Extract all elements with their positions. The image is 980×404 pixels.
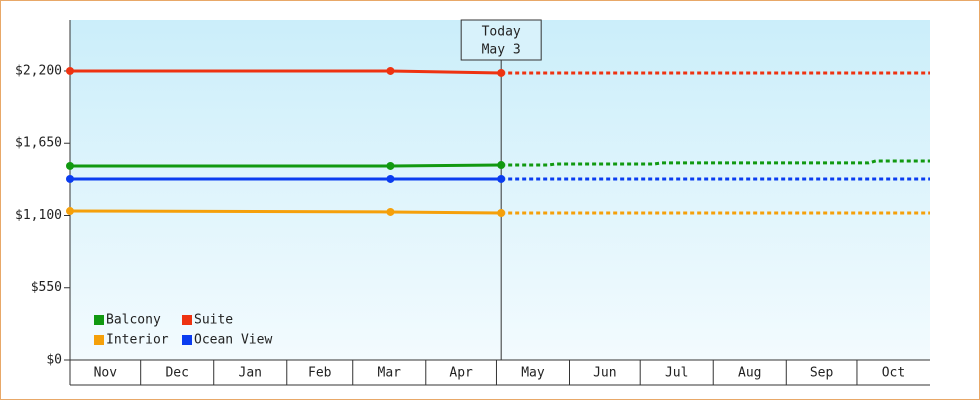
- legend-label: Suite: [194, 313, 233, 328]
- x-tick-label: Jun: [593, 366, 616, 381]
- x-tick-label: Dec: [165, 366, 188, 381]
- x-tick-label: Oct: [882, 366, 905, 381]
- point: [497, 174, 506, 183]
- legend-label: Ocean View: [194, 333, 272, 348]
- x-tick-label: Aug: [738, 366, 761, 381]
- y-tick-label: $1,650: [15, 136, 62, 151]
- point: [386, 174, 395, 183]
- point: [66, 174, 74, 183]
- today-date: May 3: [482, 43, 521, 58]
- point: [497, 161, 506, 170]
- x-tick-label: Mar: [378, 366, 402, 381]
- legend-swatch: [94, 335, 104, 345]
- x-tick-label: Apr: [449, 366, 473, 381]
- x-tick-label: Jan: [239, 366, 262, 381]
- point: [497, 208, 506, 217]
- legend-label: Balcony: [106, 313, 161, 328]
- x-tick-label: Nov: [94, 366, 118, 381]
- legend-swatch: [94, 315, 104, 325]
- x-tick-label: May: [521, 366, 545, 381]
- y-tick-label: $1,100: [15, 208, 62, 223]
- x-tick-label: Sep: [810, 366, 834, 381]
- today-label: Today: [482, 25, 521, 40]
- x-tick-label: Jul: [665, 366, 688, 381]
- point: [386, 207, 395, 216]
- x-tick-label: Feb: [308, 366, 332, 381]
- y-tick-label: $2,200: [15, 63, 62, 78]
- legend-swatch: [182, 315, 192, 325]
- series-line: [70, 163, 502, 168]
- point: [497, 68, 506, 77]
- legend-label: Interior: [106, 333, 169, 348]
- y-tick-label: $0: [46, 353, 62, 368]
- y-tick-label: $550: [31, 280, 62, 295]
- point: [386, 66, 395, 75]
- point: [66, 66, 74, 75]
- point: [66, 207, 74, 216]
- projection-line: [501, 159, 930, 167]
- point: [66, 161, 74, 170]
- today-box: [460, 19, 542, 61]
- series-line: [69, 209, 502, 215]
- legend-swatch: [182, 335, 192, 345]
- point: [386, 161, 395, 170]
